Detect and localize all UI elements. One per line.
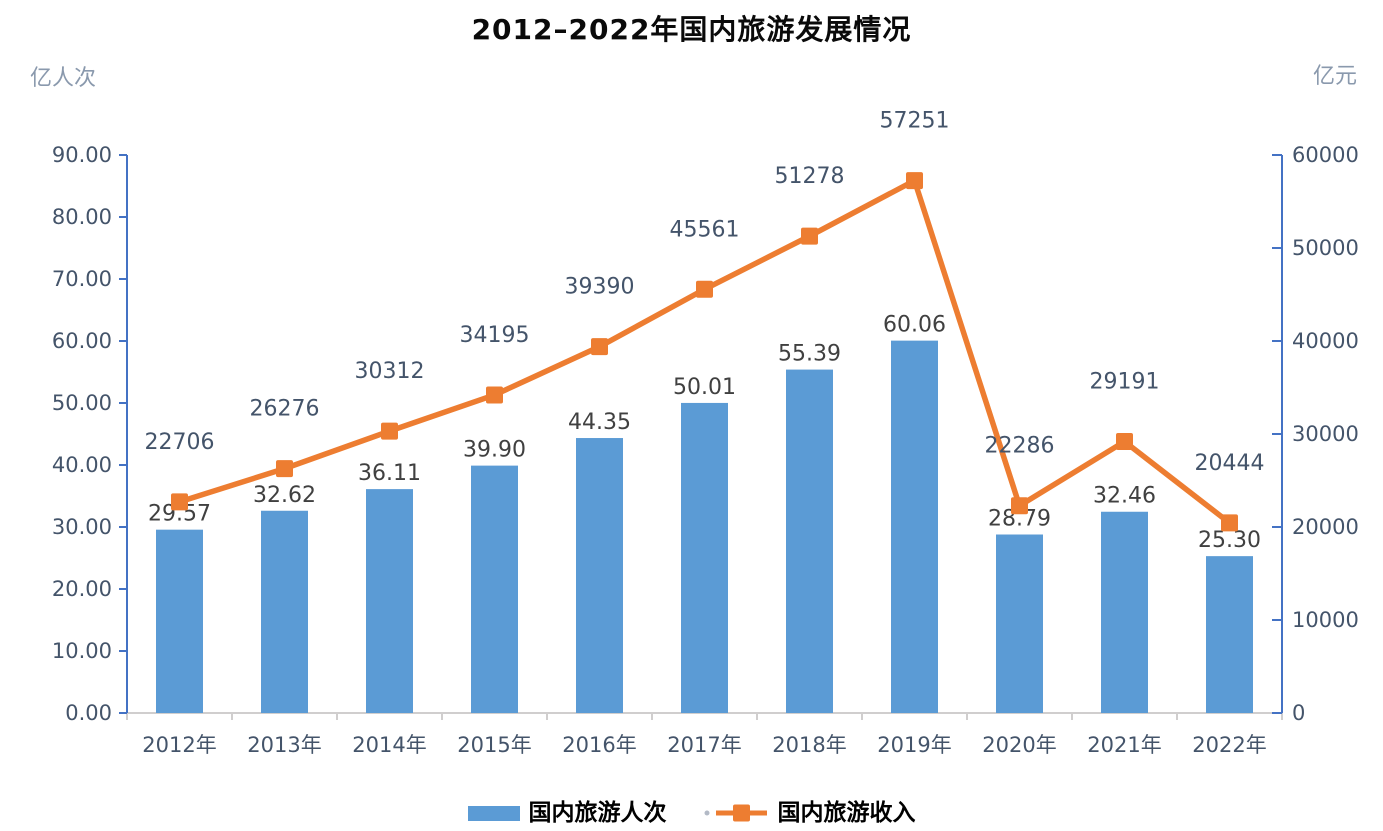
bar-value-label: 44.35 bbox=[568, 410, 631, 435]
left-axis-tick-label: 90.00 bbox=[52, 143, 112, 167]
bar-2012年 bbox=[156, 529, 203, 713]
line-value-label: 26276 bbox=[250, 397, 320, 422]
legend: 国内旅游人次 国内旅游收入 bbox=[0, 796, 1383, 830]
x-axis-category-label: 2021年 bbox=[1087, 733, 1161, 757]
bar-2020年 bbox=[996, 534, 1043, 713]
line-marker bbox=[276, 460, 293, 478]
bar-value-label: 32.46 bbox=[1093, 484, 1156, 509]
bar-2019年 bbox=[891, 340, 938, 713]
left-axis-tick-label: 80.00 bbox=[52, 205, 112, 229]
line-marker bbox=[381, 422, 398, 440]
left-axis-tick-label: 30.00 bbox=[52, 515, 112, 539]
line-marker bbox=[1116, 433, 1133, 451]
line-value-label: 51278 bbox=[775, 164, 845, 189]
right-axis-tick-label: 20000 bbox=[1292, 515, 1359, 539]
line-series-swatch-icon bbox=[704, 804, 767, 822]
bar-2013年 bbox=[261, 510, 308, 713]
line-marker bbox=[906, 172, 923, 190]
right-axis-unit-label: 亿元 bbox=[1312, 64, 1357, 89]
right-axis-tick-label: 0 bbox=[1292, 701, 1305, 725]
line-value-label: 34195 bbox=[460, 323, 530, 348]
bar-2022年 bbox=[1206, 556, 1253, 713]
line-value-label: 22706 bbox=[145, 430, 215, 455]
bar-value-label: 39.90 bbox=[463, 438, 526, 463]
right-axis-tick-label: 60000 bbox=[1292, 143, 1359, 167]
x-axis-category-label: 2018年 bbox=[772, 733, 846, 757]
left-axis-tick-label: 0.00 bbox=[65, 701, 112, 725]
line-value-label: 57251 bbox=[880, 109, 950, 134]
bar-value-label: 32.62 bbox=[253, 483, 316, 508]
left-axis-unit-label: 亿人次 bbox=[30, 66, 97, 91]
left-axis-tick-label: 50.00 bbox=[52, 391, 112, 415]
legend-label-bar-series: 国内旅游人次 bbox=[528, 799, 667, 826]
right-axis-tick-label: 10000 bbox=[1292, 608, 1359, 632]
line-marker bbox=[591, 338, 608, 356]
x-axis-category-label: 2017年 bbox=[667, 733, 741, 757]
bar-2017年 bbox=[681, 402, 728, 713]
line-value-label: 30312 bbox=[355, 359, 425, 384]
line-marker bbox=[1011, 497, 1028, 515]
line-value-label: 20444 bbox=[1195, 451, 1265, 476]
bar-2015年 bbox=[471, 465, 518, 713]
left-axis-tick-label: 40.00 bbox=[52, 453, 112, 477]
line-marker bbox=[696, 280, 713, 298]
right-axis-tick-label: 30000 bbox=[1292, 422, 1359, 446]
chart-title: 2012–2022年国内旅游发展情况 bbox=[471, 13, 912, 46]
bar-2016年 bbox=[576, 438, 623, 713]
line-value-label: 45561 bbox=[670, 217, 740, 242]
right-axis-tick-label: 40000 bbox=[1292, 329, 1359, 353]
line-marker bbox=[486, 386, 503, 404]
line-value-label: 39390 bbox=[565, 275, 635, 300]
x-axis-category-label: 2014年 bbox=[352, 733, 426, 757]
bar-value-label: 55.39 bbox=[778, 342, 841, 367]
right-axis-tick-label: 50000 bbox=[1292, 236, 1359, 260]
bar-2014年 bbox=[366, 489, 413, 713]
bar-2021年 bbox=[1101, 511, 1148, 713]
left-axis-tick-label: 20.00 bbox=[52, 577, 112, 601]
left-axis-tick-label: 60.00 bbox=[52, 329, 112, 353]
plot-area: 0.00 10.00 20.00 30.00 40.00 50.00 60.00 70.00 8… bbox=[52, 109, 1359, 757]
line-value-label: 29191 bbox=[1090, 370, 1160, 395]
left-axis-tick-label: 70.00 bbox=[52, 267, 112, 291]
x-axis-category-label: 2012年 bbox=[142, 733, 216, 757]
x-axis-category-label: 2016年 bbox=[562, 733, 636, 757]
bar-value-label: 50.01 bbox=[673, 375, 736, 400]
bar-value-label: 25.30 bbox=[1198, 528, 1261, 553]
legend-item-bar-series: 国内旅游人次 bbox=[467, 799, 667, 826]
legend-label-line-series: 国内旅游收入 bbox=[777, 799, 916, 826]
line-marker bbox=[801, 227, 818, 245]
legend-item-line-series: 国内旅游收入 bbox=[703, 799, 916, 826]
line-marker bbox=[171, 493, 188, 511]
bar-series-swatch-icon bbox=[467, 805, 520, 821]
line-marker bbox=[1221, 514, 1238, 532]
line-value-label: 22286 bbox=[985, 434, 1055, 459]
x-axis-category-label: 2013年 bbox=[247, 733, 321, 757]
x-axis-category-label: 2019年 bbox=[877, 733, 951, 757]
bar-value-label: 60.06 bbox=[883, 313, 946, 338]
x-axis-category-label: 2022年 bbox=[1192, 733, 1266, 757]
x-axis-category-label: 2020年 bbox=[982, 733, 1056, 757]
left-axis-tick-label: 10.00 bbox=[52, 639, 112, 663]
x-axis-category-label: 2015年 bbox=[457, 733, 531, 757]
bar-value-label: 36.11 bbox=[358, 461, 421, 486]
bar-2018年 bbox=[786, 369, 833, 713]
